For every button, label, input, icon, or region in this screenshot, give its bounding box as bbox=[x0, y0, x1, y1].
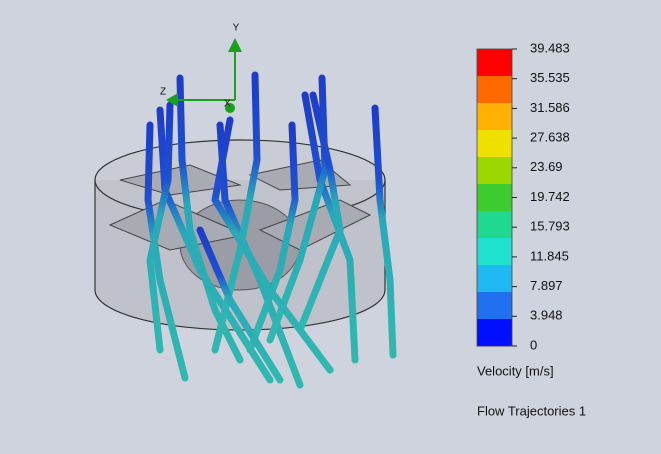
color-band bbox=[477, 103, 512, 131]
triad: Y Z X bbox=[160, 23, 242, 113]
tick-label: 31.586 bbox=[530, 100, 570, 115]
color-band bbox=[477, 265, 512, 293]
tick-label: 15.793 bbox=[530, 219, 570, 234]
tick-label: 7.897 bbox=[530, 278, 563, 293]
color-band bbox=[477, 292, 512, 320]
color-band bbox=[477, 211, 512, 239]
flow-view: Y Z X 39.483 35.535 31.586 27.638 23.69 19.74… bbox=[0, 0, 661, 454]
tick-label: 23.69 bbox=[530, 159, 563, 174]
color-band bbox=[477, 157, 512, 185]
tick-label: 11.845 bbox=[530, 248, 569, 263]
legend: 39.483 35.535 31.586 27.638 23.69 19.742 15.79… bbox=[477, 40, 570, 352]
tick-label: 3.948 bbox=[530, 308, 563, 323]
y-arrow bbox=[228, 38, 242, 52]
y-label: Y bbox=[233, 23, 240, 34]
tick-label: 19.742 bbox=[530, 189, 570, 204]
color-band bbox=[477, 130, 512, 158]
tick-label: 0 bbox=[530, 337, 537, 352]
legend-title: Velocity [m/s] bbox=[477, 363, 554, 378]
tick-label: 39.483 bbox=[530, 40, 570, 55]
tick-label: 27.638 bbox=[530, 130, 570, 145]
caption: Flow Trajectories 1 bbox=[477, 403, 586, 418]
color-band bbox=[477, 49, 512, 77]
color-band bbox=[477, 238, 512, 266]
x-label: X bbox=[224, 99, 231, 110]
color-band bbox=[477, 184, 512, 212]
color-band bbox=[477, 319, 512, 347]
page: Y Z X 39.483 35.535 31.586 27.638 23.69 19.74… bbox=[0, 0, 661, 454]
z-label: Z bbox=[160, 87, 166, 98]
tick-label: 35.535 bbox=[530, 70, 570, 85]
color-band bbox=[477, 76, 512, 104]
